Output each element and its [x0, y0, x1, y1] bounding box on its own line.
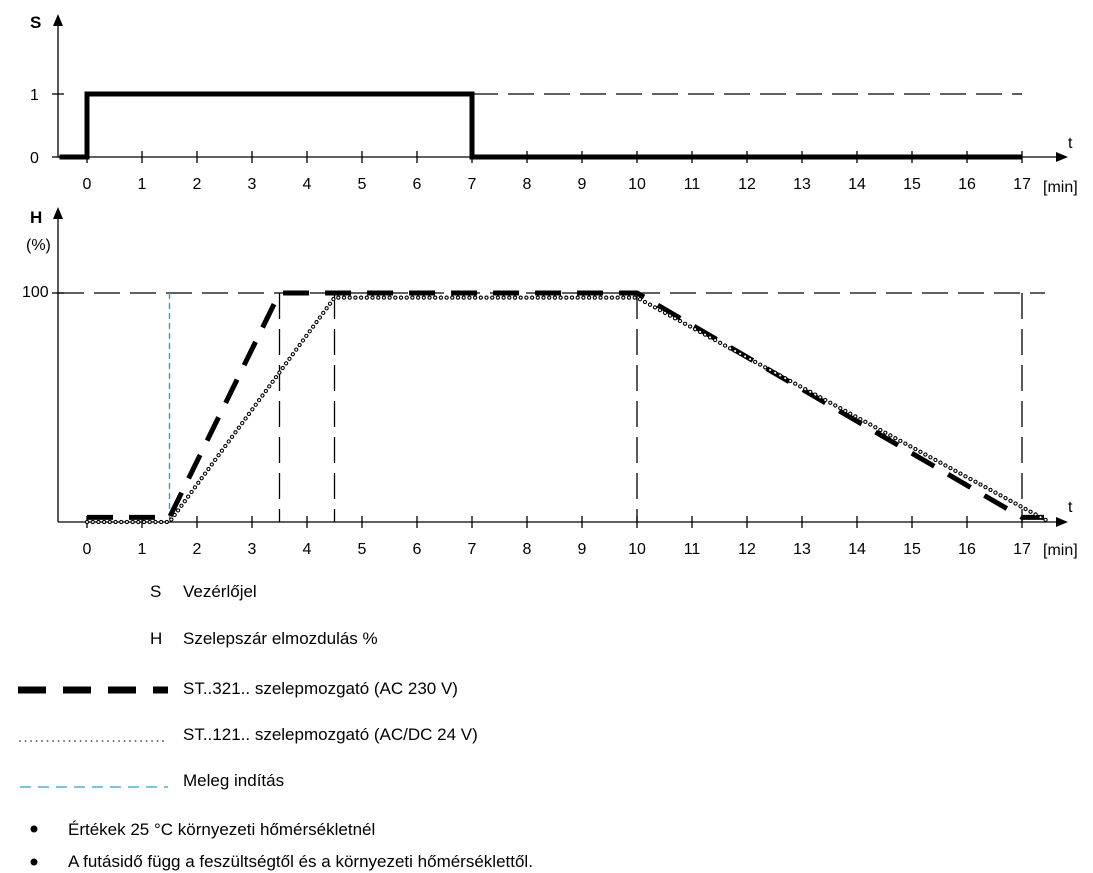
s-y-tick-1: 1 — [30, 87, 39, 104]
h-x-tick-label-2: 2 — [193, 541, 202, 558]
h-x-tick-label-0: 0 — [83, 541, 92, 558]
h-x-tick-label-13: 13 — [793, 541, 811, 558]
h-x-tick-label-1: 1 — [138, 541, 147, 558]
s-x-tick-label-3: 3 — [248, 176, 257, 193]
s-x-tick-label-7: 7 — [468, 176, 477, 193]
s-x-tick-label-9: 9 — [578, 176, 587, 193]
s-x-tick-label-6: 6 — [413, 176, 422, 193]
s-x-axis-label: t — [1068, 135, 1073, 152]
legend-warm-start-text: Meleg indítás — [183, 771, 284, 790]
s-x-tick-label-17: 17 — [1013, 176, 1031, 193]
h-series-line-1 — [84, 295, 1052, 525]
h-x-tick-label-6: 6 — [413, 541, 422, 558]
h-x-axis-arrow — [1056, 517, 1068, 527]
h-series-line-0 — [87, 290, 1044, 520]
h-x-tick-label-15: 15 — [903, 541, 921, 558]
s-x-tick-label-12: 12 — [738, 176, 756, 193]
legend-dashed-text: ST..321.. szelepmozgató (AC 230 V) — [183, 679, 458, 698]
h-y-tick-100: 100 — [22, 284, 49, 301]
h-x-tick-label-3: 3 — [248, 541, 257, 558]
h-x-axis-label: t — [1068, 499, 1073, 516]
h-x-axis-unit: [min] — [1043, 542, 1078, 559]
s-x-tick-label-5: 5 — [358, 176, 367, 193]
legend-s-text: Vezérlőjel — [183, 582, 257, 601]
legend-h-code: H — [150, 629, 162, 648]
note-bullet-2 — [30, 858, 38, 866]
s-x-tick-label-10: 10 — [628, 176, 646, 193]
h-x-tick-label-10: 10 — [628, 541, 646, 558]
s-x-tick-label-16: 16 — [958, 176, 976, 193]
h-x-tick-label-12: 12 — [738, 541, 756, 558]
s-x-tick-label-14: 14 — [848, 176, 866, 193]
h-x-tick-label-7: 7 — [468, 541, 477, 558]
h-x-tick-label-8: 8 — [523, 541, 532, 558]
s-x-tick-label-8: 8 — [523, 176, 532, 193]
h-axis-unit: (%) — [26, 237, 51, 254]
note-2: A futásidő függ a feszültségtől és a kör… — [68, 852, 533, 871]
h-x-tick-label-16: 16 — [958, 541, 976, 558]
h-x-tick-label-14: 14 — [848, 541, 866, 558]
s-x-tick-label-11: 11 — [684, 176, 701, 193]
h-x-tick-label-11: 11 — [684, 541, 701, 558]
note-bullet-1 — [30, 825, 38, 833]
h-axis-label: H — [30, 208, 42, 227]
note-1: Értékek 25 °C környezeti hőmérsékletnél — [68, 820, 375, 839]
legend-s-code: S — [150, 582, 161, 601]
s-x-axis-unit: [min] — [1043, 179, 1078, 196]
s-x-axis-arrow — [1056, 152, 1068, 162]
legend-dotted-text: ST..121.. szelepmozgató (AC/DC 24 V) — [183, 725, 478, 744]
s-axis-label: S — [30, 13, 41, 32]
s-y-axis-arrow — [53, 14, 63, 26]
s-x-tick-label-2: 2 — [193, 176, 202, 193]
h-y-axis-arrow — [53, 207, 63, 219]
s-x-tick-label-4: 4 — [303, 176, 312, 193]
h-x-tick-label-9: 9 — [578, 541, 587, 558]
s-x-tick-label-13: 13 — [793, 176, 811, 193]
s-x-tick-label-15: 15 — [903, 176, 921, 193]
h-x-tick-label-4: 4 — [303, 541, 312, 558]
h-x-tick-label-17: 17 — [1013, 541, 1031, 558]
h-x-tick-label-5: 5 — [358, 541, 367, 558]
s-x-tick-label-0: 0 — [83, 176, 92, 193]
s-x-tick-label-1: 1 — [138, 176, 147, 193]
s-series-signal — [59, 91, 1022, 160]
h-series-line-1-inner — [86, 296, 1051, 523]
s-y-tick-0: 0 — [30, 150, 39, 167]
legend-h-text: Szelepszár elmozdulás % — [183, 629, 378, 648]
